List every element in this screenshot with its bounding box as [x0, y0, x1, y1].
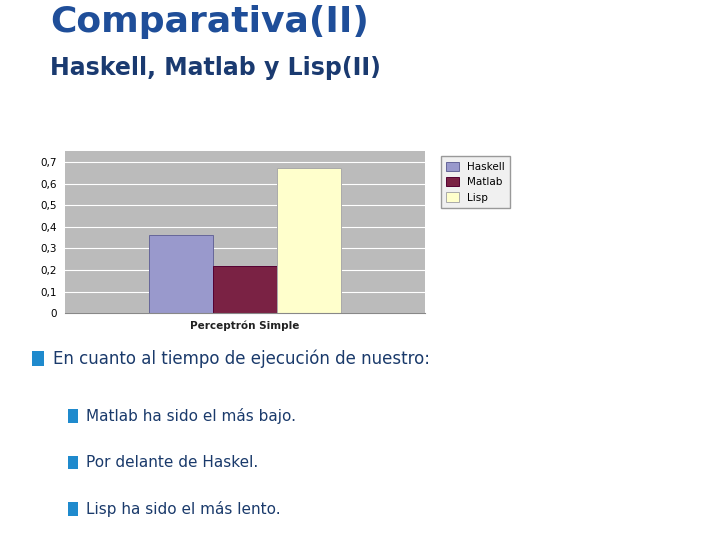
- Bar: [32, 350, 44, 366]
- Text: 33: 33: [9, 111, 26, 124]
- Bar: [276, 168, 341, 313]
- Bar: [68, 502, 78, 516]
- Text: Matlab ha sido el más bajo.: Matlab ha sido el más bajo.: [86, 408, 297, 424]
- Text: Haskell, Matlab y Lisp(II): Haskell, Matlab y Lisp(II): [50, 56, 382, 80]
- Text: En cuanto al tiempo de ejecución de nuestro:: En cuanto al tiempo de ejecución de nues…: [53, 349, 430, 368]
- Bar: [68, 409, 78, 423]
- Bar: [68, 456, 78, 469]
- Bar: [149, 235, 213, 313]
- Legend: Haskell, Matlab, Lisp: Haskell, Matlab, Lisp: [441, 157, 510, 208]
- Text: Comparativa(II): Comparativa(II): [50, 5, 369, 39]
- Bar: [213, 266, 276, 313]
- Text: Por delante de Haskel.: Por delante de Haskel.: [86, 455, 258, 470]
- Text: Lisp ha sido el más lento.: Lisp ha sido el más lento.: [86, 501, 281, 517]
